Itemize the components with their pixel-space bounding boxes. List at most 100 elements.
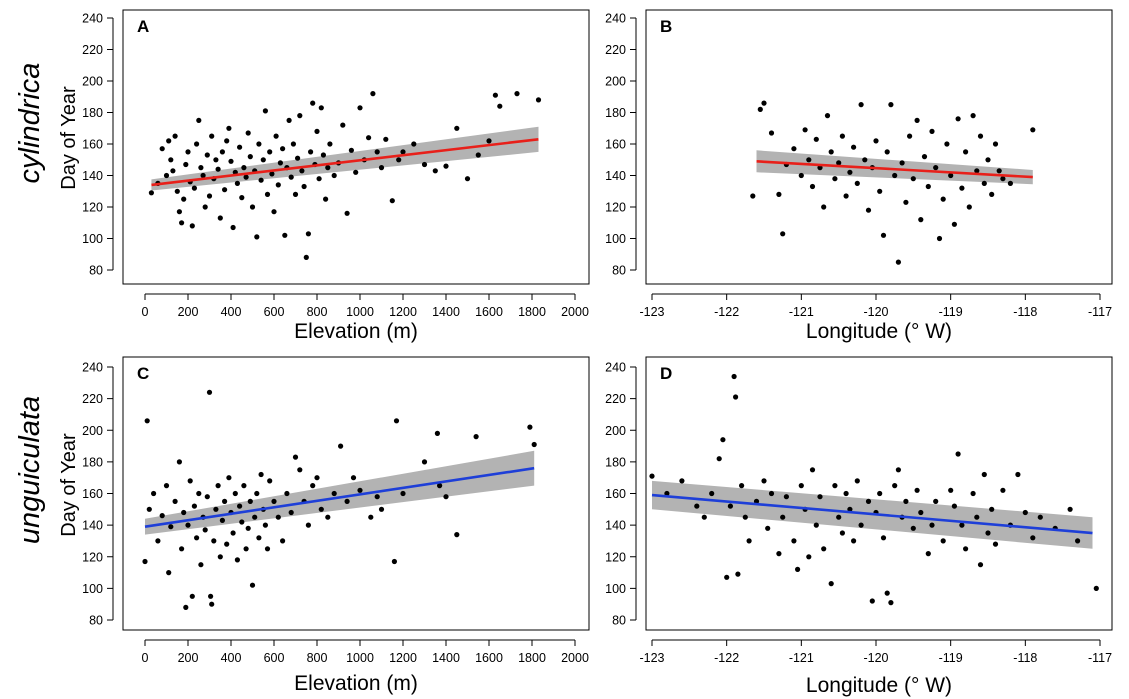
data-point <box>836 514 842 520</box>
data-point <box>514 91 520 97</box>
y-tick-label: 220 <box>605 43 626 57</box>
panel-letter: B <box>660 17 672 36</box>
data-point <box>389 198 395 204</box>
y-tick-label: 160 <box>82 138 103 152</box>
data-point <box>933 498 939 504</box>
data-point <box>292 191 299 197</box>
data-point <box>308 149 314 155</box>
y-tick-label: 80 <box>612 264 626 278</box>
data-point <box>215 166 221 172</box>
data-point <box>273 133 279 139</box>
data-point <box>921 154 928 160</box>
data-point <box>492 92 498 98</box>
data-point <box>301 183 307 190</box>
data-point <box>977 562 984 568</box>
data-point <box>219 149 225 155</box>
data-point <box>310 483 316 489</box>
x-tick-label: -121 <box>789 651 814 665</box>
data-point <box>211 538 217 544</box>
data-point <box>951 221 958 227</box>
data-point <box>851 538 857 544</box>
data-point <box>1075 538 1081 544</box>
x-tick-label: 1800 <box>518 305 546 319</box>
data-point <box>357 487 363 493</box>
data-point <box>940 538 946 544</box>
data-point <box>739 483 745 489</box>
data-point <box>1037 514 1043 520</box>
y-tick-label: 120 <box>605 201 626 215</box>
data-point <box>679 478 685 484</box>
data-point <box>202 527 208 533</box>
data-point <box>731 373 737 380</box>
data-point <box>314 475 320 481</box>
data-point <box>230 224 236 231</box>
data-point <box>873 138 879 144</box>
data-point <box>806 554 812 560</box>
y-tick-label: 220 <box>82 43 103 57</box>
data-point <box>899 160 905 166</box>
data-point <box>464 176 471 182</box>
data-point <box>254 490 260 497</box>
data-point <box>884 149 890 155</box>
data-point <box>798 172 804 179</box>
data-point <box>839 530 846 536</box>
data-point <box>862 157 868 163</box>
data-point <box>694 503 700 509</box>
data-point <box>146 506 152 512</box>
data-point <box>727 503 734 509</box>
data-point <box>378 506 385 512</box>
x-tick-label: -122 <box>714 651 739 665</box>
data-point <box>189 593 195 599</box>
data-point <box>733 394 739 400</box>
data-point <box>824 113 831 119</box>
data-point <box>989 191 995 197</box>
data-point <box>159 513 165 519</box>
x-tick-label: 1600 <box>475 651 503 665</box>
row-label-cylindrica: cylindrica <box>14 63 46 184</box>
data-point <box>222 498 228 504</box>
x-tick-label: 1000 <box>346 651 374 665</box>
data-point <box>780 231 786 237</box>
data-point <box>258 471 264 478</box>
data-point <box>970 113 976 119</box>
data-point <box>393 418 400 424</box>
data-point <box>353 169 359 175</box>
data-point <box>974 168 980 174</box>
data-point <box>254 234 260 240</box>
panel-b: -123 -122 -121 -120 -119 -118 -117 80 100 120 140 1… <box>605 9 1113 343</box>
data-point <box>992 541 999 547</box>
data-point <box>454 125 460 131</box>
data-point <box>888 102 894 108</box>
data-point <box>918 509 924 516</box>
data-point <box>966 204 972 210</box>
data-point <box>234 180 240 186</box>
data-point <box>854 180 860 186</box>
data-point <box>327 141 333 147</box>
data-point <box>252 514 258 520</box>
data-point <box>226 125 232 131</box>
x-tick-label: -123 <box>639 651 664 665</box>
data-point <box>884 590 890 596</box>
data-point <box>929 128 935 134</box>
data-point <box>910 525 916 531</box>
data-point <box>742 514 748 520</box>
data-point <box>144 418 150 424</box>
y-tick-label: 140 <box>82 169 103 183</box>
data-point <box>791 538 797 544</box>
data-point <box>325 165 331 171</box>
data-point <box>865 498 872 504</box>
data-point <box>768 130 775 136</box>
x-tick-label: 1600 <box>475 305 503 319</box>
data-point <box>271 209 277 215</box>
data-point <box>432 168 438 174</box>
y-tick-label: 80 <box>89 614 103 628</box>
data-point <box>892 483 898 489</box>
x-tick-label: -120 <box>863 305 888 319</box>
data-point <box>168 524 174 530</box>
data-point <box>314 128 320 134</box>
x-tick-label: -117 <box>1088 305 1112 319</box>
x-tick-label: 2000 <box>561 305 589 319</box>
data-point <box>185 149 191 155</box>
data-point <box>531 441 537 448</box>
